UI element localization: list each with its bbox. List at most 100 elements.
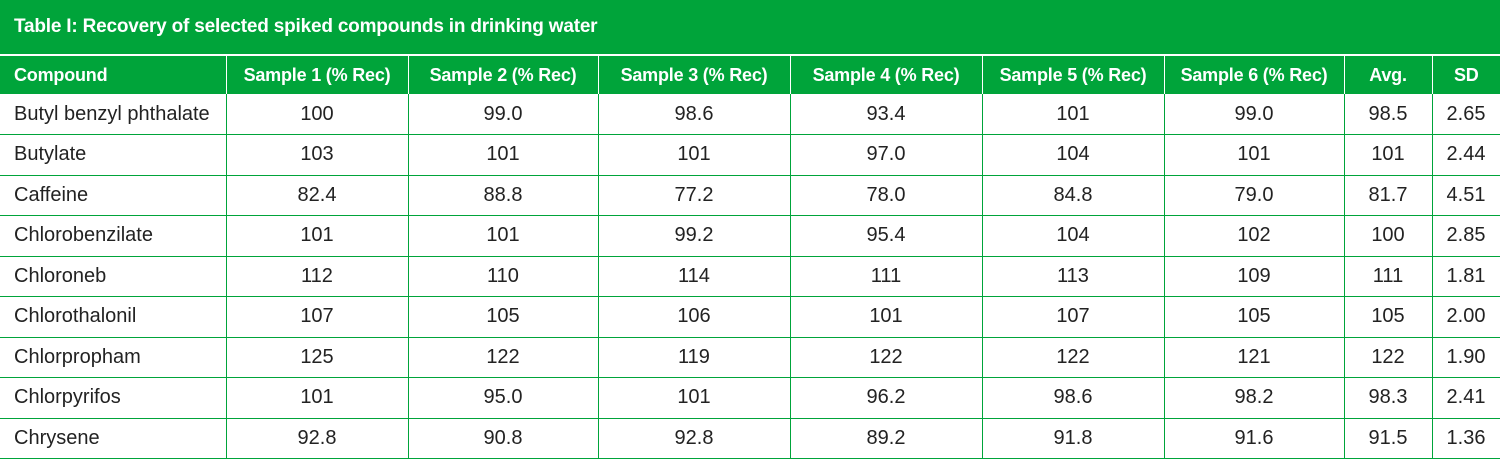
value-cell: 101 — [981, 94, 1164, 135]
table-row: Chlorpyrifos 101 95.0 101 96.2 98.6 98.2 98.3 2.… — [0, 377, 1500, 419]
compound-cell: Butylate — [0, 134, 226, 176]
value-cell: 110 — [407, 256, 598, 297]
compound-cell: Butyl benzyl phthalate — [0, 94, 226, 135]
header-row: Compound Sample 1 (% Rec) Sample 2 (% Rec)… — [0, 56, 1500, 94]
compound-cell: Chlorothalonil — [0, 296, 226, 338]
value-cell: 105 — [407, 296, 598, 338]
value-cell: 105 — [1163, 296, 1344, 338]
column-header: Sample 4 (% Rec) — [789, 56, 982, 94]
value-cell: 98.6 — [981, 377, 1164, 419]
value-cell: 107 — [225, 296, 408, 338]
compound-cell: Chlorobenzilate — [0, 215, 226, 257]
value-cell: 100 — [225, 94, 408, 135]
value-cell: 119 — [597, 337, 790, 378]
value-cell: 100 — [1343, 215, 1432, 257]
column-header: SD — [1431, 56, 1500, 94]
table-row: Chlorothalonil 107 105 106 101 107 105 105 2.00 — [0, 296, 1500, 338]
compound-cell: Chloroneb — [0, 256, 226, 297]
value-cell: 101 — [597, 134, 790, 176]
column-header: Sample 5 (% Rec) — [981, 56, 1164, 94]
value-cell: 111 — [1343, 256, 1432, 297]
value-cell: 104 — [981, 215, 1164, 257]
value-cell: 1.81 — [1431, 256, 1500, 297]
column-header: Sample 6 (% Rec) — [1163, 56, 1344, 94]
value-cell: 109 — [1163, 256, 1344, 297]
value-cell: 113 — [981, 256, 1164, 297]
value-cell: 97.0 — [789, 134, 982, 176]
value-cell: 95.4 — [789, 215, 982, 257]
value-cell: 91.8 — [981, 418, 1164, 459]
value-cell: 92.8 — [225, 418, 408, 459]
value-cell: 101 — [407, 134, 598, 176]
value-cell: 98.3 — [1343, 377, 1432, 419]
value-cell: 101 — [225, 377, 408, 419]
value-cell: 122 — [407, 337, 598, 378]
value-cell: 101 — [225, 215, 408, 257]
value-cell: 79.0 — [1163, 175, 1344, 216]
value-cell: 91.6 — [1163, 418, 1344, 459]
value-cell: 101 — [1343, 134, 1432, 176]
table-row: Chlorpropham 125 122 119 122 122 121 122 1.90 — [0, 337, 1500, 378]
value-cell: 91.5 — [1343, 418, 1432, 459]
value-cell: 101 — [1163, 134, 1344, 176]
value-cell: 101 — [597, 377, 790, 419]
value-cell: 93.4 — [789, 94, 982, 135]
value-cell: 101 — [789, 296, 982, 338]
table-row: Butyl benzyl phthalate 100 99.0 98.6 93.4 101… — [0, 94, 1500, 135]
value-cell: 81.7 — [1343, 175, 1432, 216]
value-cell: 98.2 — [1163, 377, 1344, 419]
value-cell: 121 — [1163, 337, 1344, 378]
table-row: Chrysene 92.8 90.8 92.8 89.2 91.8 91.6 91.5 1.36 — [0, 418, 1500, 459]
value-cell: 4.51 — [1431, 175, 1500, 216]
compound-cell: Chlorpyrifos — [0, 377, 226, 419]
column-header: Sample 1 (% Rec) — [225, 56, 408, 94]
table-body: Butyl benzyl phthalate 100 99.0 98.6 93.4 101… — [0, 94, 1500, 459]
recovery-table: Compound Sample 1 (% Rec) Sample 2 (% Rec)… — [0, 56, 1500, 459]
table-row: Chlorobenzilate 101 101 99.2 95.4 104 102 100 2.… — [0, 215, 1500, 257]
value-cell: 78.0 — [789, 175, 982, 216]
table-title: Table I: Recovery of selected spiked com… — [0, 0, 1500, 56]
column-header: Avg. — [1343, 56, 1432, 94]
value-cell: 102 — [1163, 215, 1344, 257]
value-cell: 84.8 — [981, 175, 1164, 216]
value-cell: 103 — [225, 134, 408, 176]
value-cell: 99.0 — [1163, 94, 1344, 135]
value-cell: 2.85 — [1431, 215, 1500, 257]
table-row: Caffeine 82.4 88.8 77.2 78.0 84.8 79.0 81.7 4.51 — [0, 175, 1500, 216]
table-row: Butylate 103 101 101 97.0 104 101 101 2.44 — [0, 134, 1500, 176]
value-cell: 107 — [981, 296, 1164, 338]
value-cell: 98.5 — [1343, 94, 1432, 135]
compound-cell: Caffeine — [0, 175, 226, 216]
value-cell: 122 — [1343, 337, 1432, 378]
value-cell: 106 — [597, 296, 790, 338]
value-cell: 82.4 — [225, 175, 408, 216]
value-cell: 111 — [789, 256, 982, 297]
value-cell: 96.2 — [789, 377, 982, 419]
value-cell: 90.8 — [407, 418, 598, 459]
value-cell: 99.2 — [597, 215, 790, 257]
value-cell: 101 — [407, 215, 598, 257]
value-cell: 104 — [981, 134, 1164, 176]
value-cell: 92.8 — [597, 418, 790, 459]
value-cell: 2.00 — [1431, 296, 1500, 338]
column-header: Sample 2 (% Rec) — [407, 56, 598, 94]
value-cell: 112 — [225, 256, 408, 297]
value-cell: 2.41 — [1431, 377, 1500, 419]
value-cell: 2.65 — [1431, 94, 1500, 135]
value-cell: 122 — [789, 337, 982, 378]
value-cell: 89.2 — [789, 418, 982, 459]
column-header: Sample 3 (% Rec) — [597, 56, 790, 94]
value-cell: 114 — [597, 256, 790, 297]
value-cell: 122 — [981, 337, 1164, 378]
compound-cell: Chlorpropham — [0, 337, 226, 378]
value-cell: 95.0 — [407, 377, 598, 419]
value-cell: 99.0 — [407, 94, 598, 135]
value-cell: 105 — [1343, 296, 1432, 338]
value-cell: 2.44 — [1431, 134, 1500, 176]
compound-cell: Chrysene — [0, 418, 226, 459]
value-cell: 98.6 — [597, 94, 790, 135]
value-cell: 77.2 — [597, 175, 790, 216]
column-header: Compound — [0, 56, 226, 94]
value-cell: 1.36 — [1431, 418, 1500, 459]
value-cell: 1.90 — [1431, 337, 1500, 378]
